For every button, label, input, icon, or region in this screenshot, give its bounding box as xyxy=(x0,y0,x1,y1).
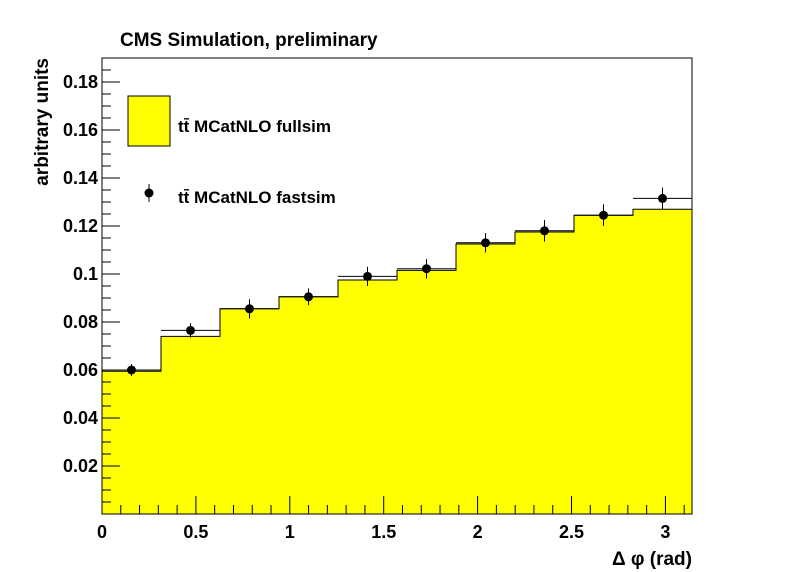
legend-swatch-fullsim xyxy=(127,95,171,147)
x-tick-label: 3 xyxy=(660,522,670,542)
y-tick-label: 0.14 xyxy=(63,168,98,188)
x-tick-label: 2 xyxy=(473,522,483,542)
chart-title: CMS Simulation, preliminary xyxy=(120,30,378,51)
y-axis-title: arbitrary units xyxy=(32,58,53,186)
x-tick-label: 1.5 xyxy=(371,522,396,542)
y-tick-label: 0.16 xyxy=(63,120,98,140)
legend-label-fullsim: tt̄ MCatNLO fullsim xyxy=(178,117,331,136)
fullsim-histogram-fill xyxy=(102,209,692,514)
x-tick-label: 2.5 xyxy=(559,522,584,542)
y-tick-label: 0.06 xyxy=(63,360,98,380)
y-tick-label: 0.1 xyxy=(73,264,98,284)
fastsim-point xyxy=(481,238,491,248)
fastsim-point xyxy=(127,365,137,375)
fastsim-point xyxy=(540,226,549,236)
x-tick-label: 0 xyxy=(97,522,107,542)
fastsim-point xyxy=(657,193,667,203)
fastsim-point xyxy=(422,264,432,274)
y-tick-label: 0.18 xyxy=(63,72,98,92)
legend-marker-fastsim xyxy=(144,188,154,198)
fastsim-point xyxy=(598,210,608,220)
fastsim-point xyxy=(245,304,254,314)
legend: tt̄ MCatNLO fullsim tt̄ MCatNLO fastsim xyxy=(127,95,336,207)
fastsim-point xyxy=(186,325,196,335)
y-tick-label: 0.12 xyxy=(63,216,98,236)
legend-label-fastsim: tt̄ MCatNLO fastsim xyxy=(178,188,336,207)
fastsim-point xyxy=(362,271,372,281)
y-tick-label: 0.08 xyxy=(63,312,98,332)
x-tick-label: 1 xyxy=(285,522,295,542)
fullsim-histogram-outline xyxy=(102,208,692,372)
fastsim-point xyxy=(303,292,313,302)
plot-area: 0.02 0.04 0.06 0.08 0.1 0.12 0.14 0.16 0.18 0 0.5 1… xyxy=(63,57,693,542)
y-tick-label: 0.02 xyxy=(63,456,98,476)
x-axis-title: Δ φ (rad) xyxy=(612,549,692,570)
y-tick-label: 0.04 xyxy=(63,408,98,428)
x-tick-label: 0.5 xyxy=(183,522,208,542)
